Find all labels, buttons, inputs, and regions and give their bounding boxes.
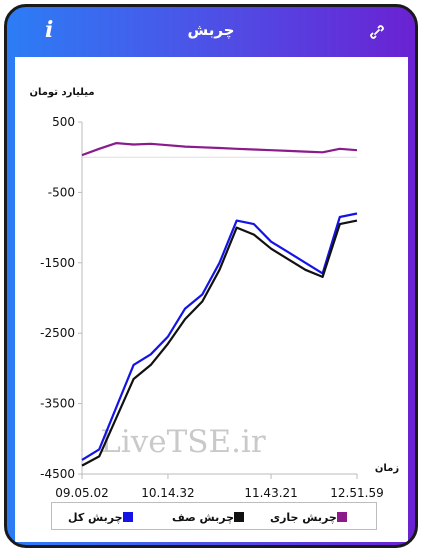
x-axis-label: زمان xyxy=(375,463,399,474)
y-axis-label: میلیارد تومان xyxy=(29,87,94,98)
legend-item-current[interactable]: چربش جاری xyxy=(270,510,353,524)
watermark: LiveTSE.ir xyxy=(100,424,266,460)
page-title: چربش xyxy=(187,21,235,39)
legend-swatch xyxy=(234,512,245,522)
series-line-queue xyxy=(81,219,358,467)
legend-item-total[interactable]: چربش کل xyxy=(68,510,139,524)
chart-area: میلیارد تومان زمان LiveTSE.ir 500 -500 -15… xyxy=(29,87,399,497)
y-tick-label: -1500 xyxy=(40,256,75,270)
x-tick-label: 09.05.02 xyxy=(55,486,108,497)
app-frame: i چربش میلیارد تومان زمان LiveTSE.ir 500… xyxy=(4,4,418,548)
x-tick-label: 10.14.32 xyxy=(141,486,194,497)
y-tick-label: 500 xyxy=(52,115,75,129)
y-tick-label: -4500 xyxy=(40,467,75,481)
series-line-total xyxy=(81,212,358,461)
series-line-current xyxy=(81,141,358,157)
y-tick-label: -500 xyxy=(48,185,75,199)
legend-swatch xyxy=(122,512,133,522)
legend-swatch xyxy=(336,512,347,522)
chart-legend: چربش جاری چربش صف چربش کل xyxy=(51,502,377,530)
legend-item-queue[interactable]: چربش صف xyxy=(172,510,250,524)
legend-label: چربش صف xyxy=(172,510,235,524)
legend-label: چربش جاری xyxy=(270,510,337,524)
chart-panel: میلیارد تومان زمان LiveTSE.ir 500 -500 -15… xyxy=(15,57,408,542)
x-tick-label: 11.43.21 xyxy=(244,486,297,497)
header: i چربش xyxy=(7,7,415,57)
legend-label: چربش کل xyxy=(68,510,123,524)
y-tick-label: -2500 xyxy=(40,326,75,340)
y-tick-label: -3500 xyxy=(40,397,75,411)
info-icon[interactable]: i xyxy=(45,17,54,43)
link-icon[interactable] xyxy=(369,24,385,40)
x-tick-label: 12.51.59 xyxy=(330,486,383,497)
